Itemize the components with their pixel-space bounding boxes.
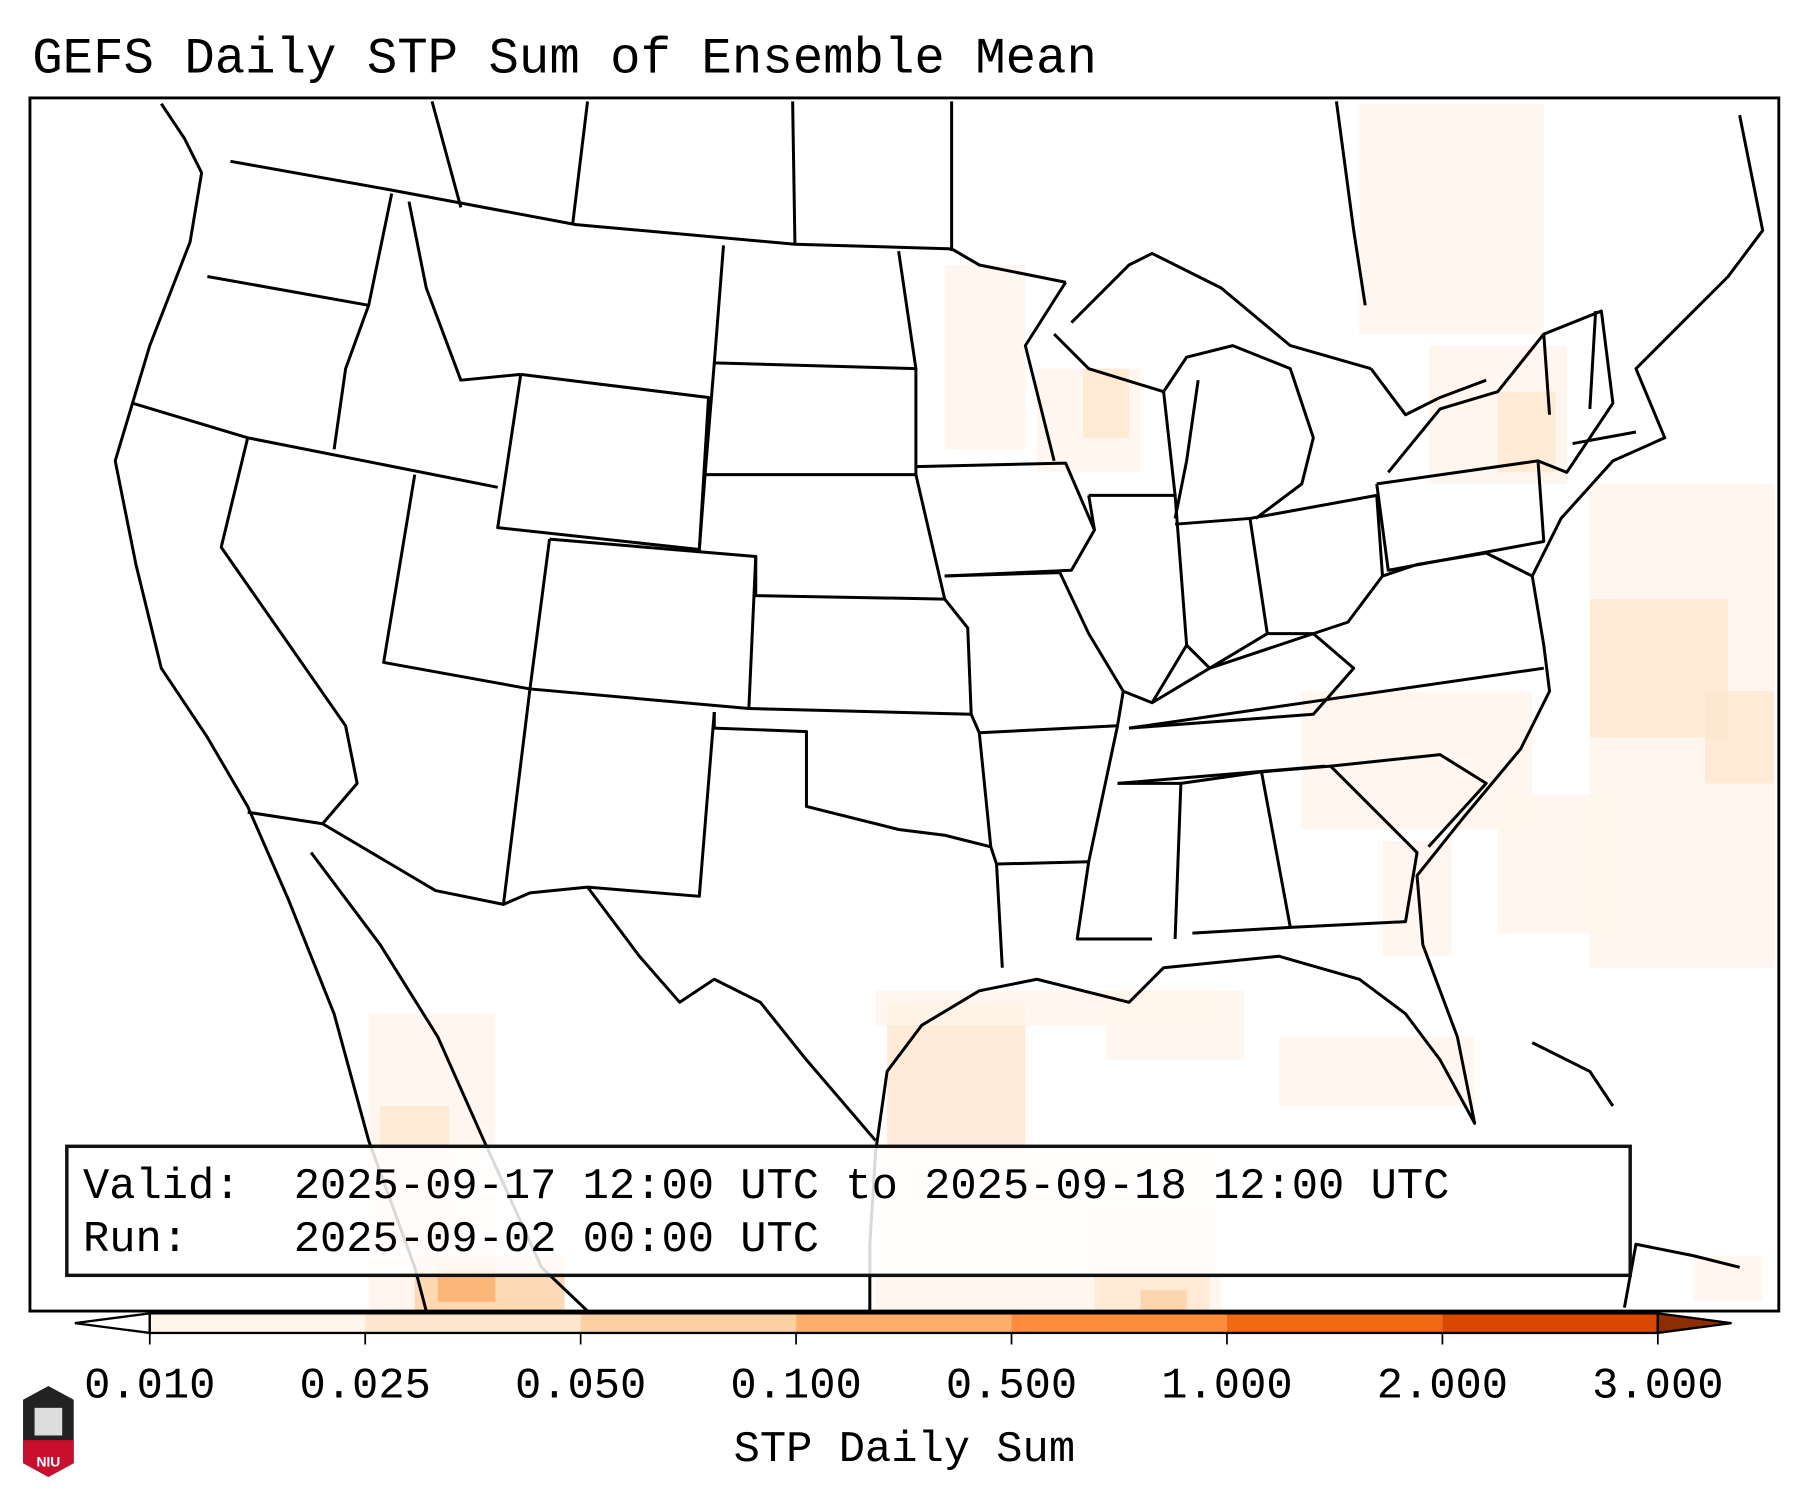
map-boundaries bbox=[113, 100, 1765, 1313]
colorbar-tick-label: 3.000 bbox=[1592, 1362, 1723, 1411]
boundary-line bbox=[1122, 495, 1189, 705]
boundary-line bbox=[1382, 551, 1533, 578]
boundary-line bbox=[1531, 1041, 1615, 1107]
boundary-line bbox=[791, 101, 797, 245]
stp-cell-patch bbox=[1705, 691, 1775, 784]
boundary-line bbox=[868, 114, 1765, 1312]
colorbar-segment bbox=[365, 1313, 581, 1333]
colorbar-segment bbox=[149, 1313, 366, 1333]
stp-cell-patch bbox=[1140, 1290, 1187, 1312]
colorbar-segment bbox=[580, 1313, 797, 1333]
boundary-line bbox=[1070, 251, 1372, 371]
colorbar-tick-label: 0.500 bbox=[946, 1362, 1077, 1411]
colorbar-over-extension bbox=[1656, 1312, 1732, 1335]
colorbar-under-extension bbox=[74, 1312, 151, 1335]
boundary-line bbox=[1162, 344, 1315, 520]
colorbar-segment bbox=[1011, 1313, 1227, 1333]
boundary-line bbox=[944, 571, 1125, 735]
stp-cell-patch bbox=[1278, 1036, 1475, 1106]
valid-label: Valid: bbox=[83, 1163, 241, 1212]
boundary-line bbox=[969, 713, 1004, 968]
boundary-line bbox=[571, 101, 590, 225]
boundary-line bbox=[1572, 430, 1637, 446]
boundary-line bbox=[1249, 493, 1384, 636]
stp-cell-patch bbox=[887, 1002, 1026, 1153]
colorbar-tick-label: 2.000 bbox=[1377, 1362, 1508, 1411]
info-box-frame bbox=[65, 1144, 1632, 1278]
stp-cell-patch bbox=[944, 264, 1026, 450]
stp-cell-patch bbox=[1497, 794, 1613, 934]
boundary-line bbox=[1023, 281, 1067, 462]
boundary-line bbox=[529, 537, 758, 711]
stp-cell-patch bbox=[1359, 103, 1544, 335]
boundary-line bbox=[697, 474, 707, 550]
boundary-line bbox=[1334, 101, 1367, 306]
colorbar-tick-label: 0.050 bbox=[515, 1362, 646, 1411]
stp-cell-patch bbox=[1301, 691, 1533, 830]
stp-cell-patch bbox=[1497, 391, 1556, 473]
colorbar-tick-label: 0.025 bbox=[300, 1362, 431, 1411]
run-label: Run: bbox=[83, 1216, 188, 1265]
boundary-line bbox=[207, 275, 369, 307]
boundary-line bbox=[754, 474, 947, 601]
boundary-line bbox=[586, 886, 877, 1142]
info-box: Valid: 2025-09-17 12:00 UTC to 2025-09-1… bbox=[65, 1144, 1632, 1278]
boundary-line bbox=[712, 711, 992, 849]
niu-logo: NIU bbox=[23, 1385, 74, 1477]
boundary-line bbox=[1387, 309, 1615, 474]
stp-cell-patch bbox=[1693, 1255, 1763, 1302]
boundary-line bbox=[1180, 770, 1292, 935]
boundary-line bbox=[219, 437, 359, 826]
boundary-line bbox=[321, 688, 532, 906]
map-area bbox=[28, 96, 1781, 1313]
boundary-line bbox=[1588, 310, 1598, 410]
boundary-line bbox=[1542, 333, 1552, 415]
boundary-line bbox=[430, 100, 463, 208]
map-frame bbox=[28, 96, 1781, 1313]
colorbar-label: STP Daily Sum bbox=[734, 1426, 1075, 1475]
colorbar-tick-label: 0.100 bbox=[730, 1362, 861, 1411]
colorbar-tick-label: 0.010 bbox=[84, 1362, 215, 1411]
colorbar: 0.010 0.025 0.050 0.100 0.500 1.000 2.000 3.000 bbox=[74, 1312, 1732, 1411]
stp-shading bbox=[368, 103, 1775, 1312]
colorbar-segment bbox=[1226, 1313, 1443, 1333]
boundary-line bbox=[1087, 495, 1096, 531]
boundary-line bbox=[1369, 367, 1487, 417]
chart-title: GEFS Daily STP Sum of Ensemble Mean bbox=[32, 32, 1097, 89]
colorbar-segment bbox=[1442, 1313, 1658, 1333]
boundary-line bbox=[332, 193, 394, 450]
boundary-line bbox=[1261, 764, 1419, 929]
boundary-line bbox=[1173, 379, 1200, 519]
colorbar-segment bbox=[796, 1313, 1012, 1333]
boundary-line bbox=[712, 245, 918, 371]
boundary-line bbox=[996, 860, 1153, 941]
boundary-line bbox=[407, 201, 521, 382]
boundary-line bbox=[1330, 753, 1488, 848]
boundary-line bbox=[1375, 459, 1546, 572]
colorbar-tick-label: 1.000 bbox=[1161, 1362, 1292, 1411]
boundary-line bbox=[1087, 725, 1119, 863]
boundary-line bbox=[1128, 632, 1356, 730]
boundary-line bbox=[113, 102, 428, 1312]
logo-text: NIU bbox=[36, 1454, 60, 1470]
boundary-line bbox=[703, 362, 918, 477]
run-value: 2025-09-02 00:00 UTC bbox=[294, 1216, 819, 1265]
valid-value: 2025-09-17 12:00 UTC to 2025-09-18 12:00… bbox=[294, 1163, 1450, 1212]
boundary-line bbox=[1128, 666, 1544, 730]
boundary-line bbox=[748, 598, 973, 716]
colorbar-outline bbox=[148, 1312, 1659, 1335]
boundary-line bbox=[382, 474, 552, 691]
